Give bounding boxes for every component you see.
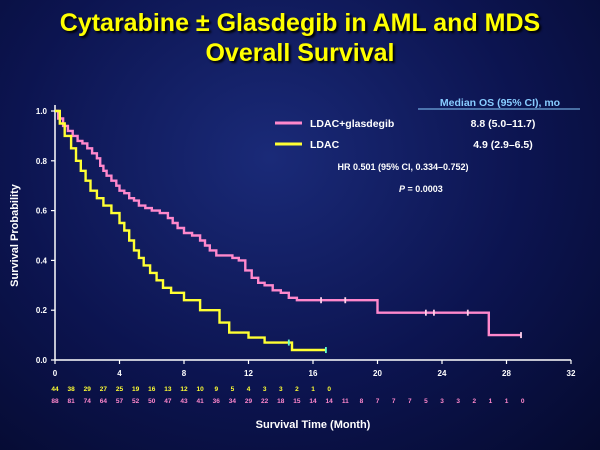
y-tick-label: 0.0: [36, 356, 48, 365]
p-value-italic: P: [399, 184, 406, 194]
p-value-number: = 0.0003: [405, 184, 443, 194]
at-risk-glasdegib: 52: [132, 398, 140, 405]
at-risk-glasdegib: 74: [84, 398, 92, 405]
p-value-text: P = 0.0003: [399, 184, 443, 194]
at-risk-glasdegib: 14: [326, 398, 334, 405]
at-risk-ldac: 3: [263, 386, 267, 393]
survival-curve-glasdegib: [55, 109, 521, 337]
x-tick-label: 20: [373, 369, 382, 378]
at-risk-glasdegib: 47: [164, 398, 172, 405]
at-risk-glasdegib: 1: [505, 398, 509, 405]
at-risk-ldac: 4: [247, 386, 251, 393]
at-risk-ldac: 27: [100, 386, 108, 393]
at-risk-ldac: 3: [279, 386, 283, 393]
hazard-ratio-text: HR 0.501 (95% CI, 0.334–0.752): [337, 162, 468, 172]
x-tick-label: 4: [117, 369, 122, 378]
at-risk-glasdegib: 15: [293, 398, 301, 405]
median-os-header: Median OS (95% CI), mo: [440, 97, 560, 109]
at-risk-glasdegib: 18: [277, 398, 285, 405]
at-risk-glasdegib: 88: [51, 398, 59, 405]
at-risk-glasdegib: 36: [213, 398, 221, 405]
at-risk-glasdegib: 3: [456, 398, 460, 405]
survival-curve-ldac: [55, 109, 326, 352]
median-os-glasdegib: 8.8 (5.0–11.7): [471, 118, 536, 130]
at-risk-ldac: 38: [68, 386, 76, 393]
at-risk-glasdegib: 7: [408, 398, 412, 405]
at-risk-glasdegib: 64: [100, 398, 108, 405]
at-risk-ldac: 19: [132, 386, 140, 393]
at-risk-ldac: 29: [84, 386, 92, 393]
y-tick-label: 0.8: [36, 157, 48, 166]
y-tick-label: 0.6: [36, 207, 48, 216]
at-risk-glasdegib: 14: [309, 398, 317, 405]
legend-label-ldac: LDAC: [310, 139, 340, 151]
y-axis-label: Survival Probability: [9, 183, 21, 287]
slide-title: Cytarabine ± Glasdegib in AML and MDS Ov…: [0, 8, 600, 68]
at-risk-ldac: 13: [164, 386, 172, 393]
title-line-2: Overall Survival: [205, 39, 395, 67]
at-risk-glasdegib: 29: [245, 398, 253, 405]
x-tick-label: 24: [438, 369, 447, 378]
at-risk-ldac: 25: [116, 386, 124, 393]
at-risk-glasdegib: 7: [376, 398, 380, 405]
at-risk-glasdegib: 41: [197, 398, 205, 405]
at-risk-ldac: 16: [148, 386, 156, 393]
x-tick-label: 12: [244, 369, 253, 378]
at-risk-glasdegib: 57: [116, 398, 124, 405]
at-risk-glasdegib: 5: [424, 398, 428, 405]
at-risk-glasdegib: 7: [392, 398, 396, 405]
x-axis-label: Survival Time (Month): [256, 419, 371, 431]
at-risk-glasdegib: 34: [229, 398, 237, 405]
median-os-ldac: 4.9 (2.9–6.5): [473, 139, 533, 151]
x-tick-label: 32: [567, 369, 576, 378]
y-tick-label: 0.2: [36, 306, 48, 315]
at-risk-ldac: 5: [231, 386, 235, 393]
at-risk-ldac: 10: [197, 386, 205, 393]
x-tick-label: 8: [182, 369, 187, 378]
at-risk-glasdegib: 22: [261, 398, 269, 405]
at-risk-ldac: 0: [327, 386, 331, 393]
at-risk-glasdegib: 1: [489, 398, 493, 405]
legend-label-glasdegib: LDAC+glasdegib: [310, 118, 394, 130]
title-line-1: Cytarabine ± Glasdegib in AML and MDS: [59, 9, 541, 37]
at-risk-glasdegib: 50: [148, 398, 156, 405]
at-risk-ldac: 2: [295, 386, 299, 393]
at-risk-ldac: 12: [180, 386, 188, 393]
at-risk-glasdegib: 81: [68, 398, 76, 405]
x-tick-label: 0: [53, 369, 58, 378]
y-tick-label: 0.4: [36, 256, 48, 265]
at-risk-glasdegib: 0: [521, 398, 525, 405]
x-tick-label: 16: [309, 369, 318, 378]
at-risk-ldac: 1: [311, 386, 315, 393]
y-tick-label: 1.0: [36, 107, 48, 116]
at-risk-glasdegib: 3: [440, 398, 444, 405]
at-risk-glasdegib: 8: [360, 398, 364, 405]
at-risk-ldac: 9: [214, 386, 218, 393]
x-tick-label: 28: [502, 369, 511, 378]
at-risk-glasdegib: 2: [472, 398, 476, 405]
at-risk-glasdegib: 43: [180, 398, 188, 405]
at-risk-glasdegib: 11: [342, 398, 349, 405]
at-risk-ldac: 44: [51, 386, 59, 393]
